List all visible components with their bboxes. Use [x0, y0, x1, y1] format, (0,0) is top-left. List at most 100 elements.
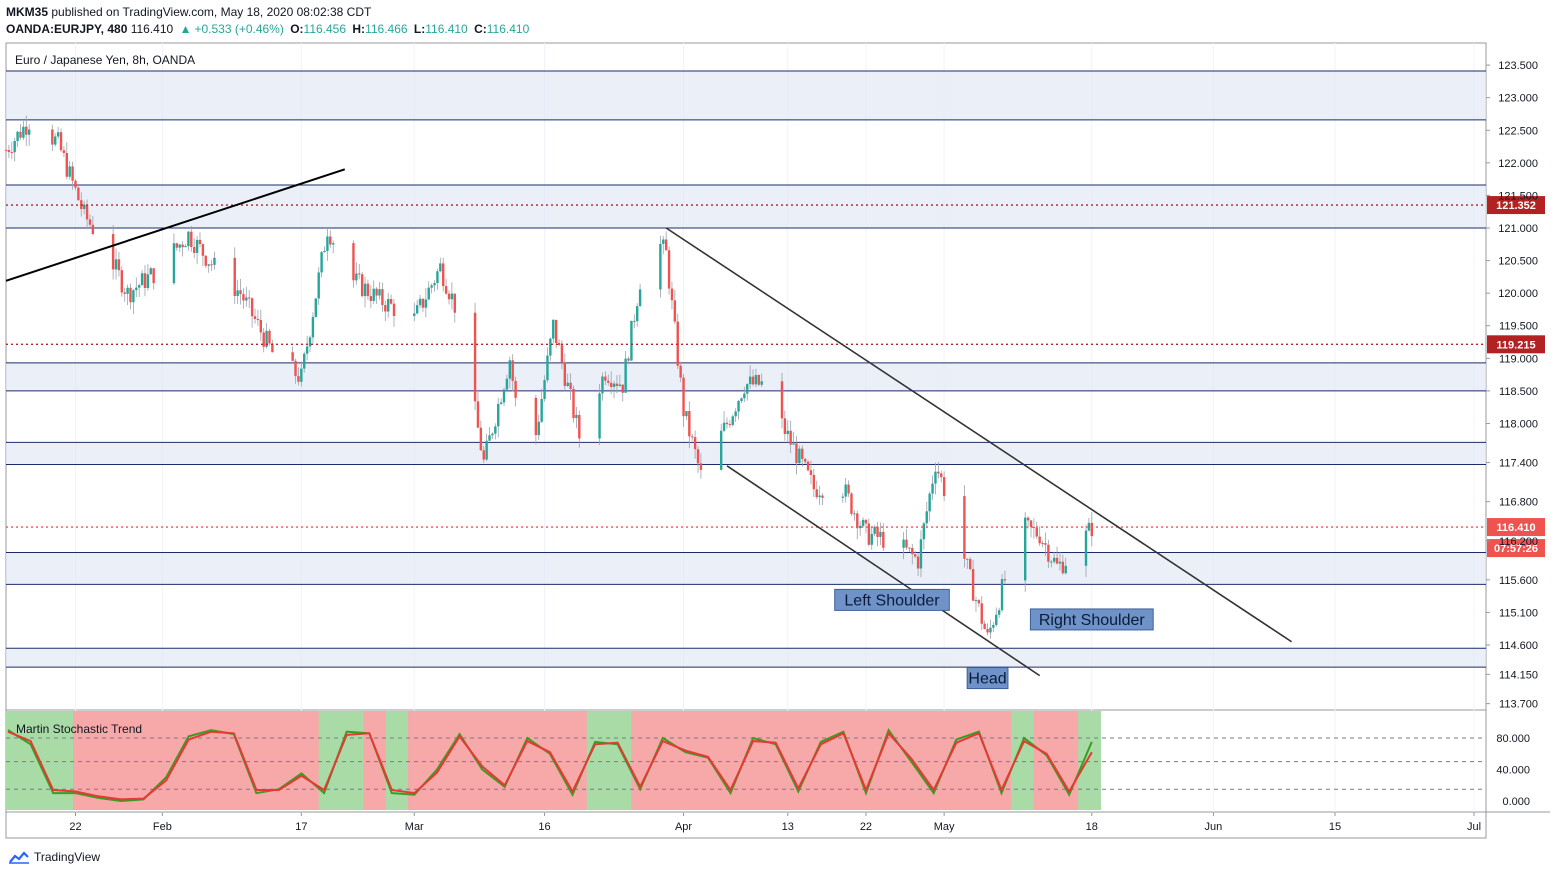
candle-body-44 — [187, 231, 190, 247]
candle-body-5 — [19, 131, 22, 138]
candle-body-66 — [268, 330, 271, 344]
candle-body-6 — [22, 126, 25, 138]
stoch-trend-bg-17 — [385, 711, 409, 810]
candle-body-174 — [719, 430, 723, 470]
close-label: C: — [474, 22, 487, 36]
price-tick-label: 119.000 — [1499, 353, 1538, 365]
candle-body-181 — [740, 398, 743, 402]
candle-body-259 — [1052, 557, 1056, 562]
candle-body-119 — [491, 433, 494, 436]
candle-body-242 — [986, 628, 989, 633]
candle-body-235 — [966, 558, 969, 560]
candle-body-46 — [193, 247, 196, 253]
candle-body-63 — [259, 320, 263, 333]
published-text: published on TradingView.com, May 18, 20… — [48, 5, 372, 19]
candle-body-200 — [812, 474, 816, 490]
candle-body-138 — [563, 362, 567, 386]
tradingview-cloud-icon — [9, 851, 29, 864]
candle-body-124 — [505, 378, 509, 390]
time-tick-label: 18 — [1086, 821, 1098, 833]
stoch-trend-bg-15 — [341, 711, 364, 810]
candle-body-136 — [557, 342, 561, 346]
candle-body-9 — [51, 129, 54, 145]
candle-body-222 — [911, 547, 914, 555]
candle-body-81 — [329, 236, 332, 245]
pattern-label-box-0 — [834, 588, 950, 611]
candle-body-228 — [928, 493, 931, 512]
candle-body-225 — [919, 539, 923, 569]
candle-body-203 — [821, 495, 824, 498]
candle-body-96 — [389, 299, 393, 304]
price-marker-bg-0 — [1487, 196, 1545, 215]
candle-body-26 — [117, 259, 121, 271]
candle-body-117 — [485, 440, 488, 460]
candle-body-145 — [601, 376, 604, 394]
candle-body-135 — [554, 319, 558, 343]
candle-body-189 — [780, 381, 784, 419]
candle-body-73 — [305, 346, 309, 354]
stoch-trend-bg-30 — [676, 711, 699, 810]
candle-body-30 — [129, 287, 132, 303]
stoch-trend-bg-44 — [988, 711, 1012, 810]
candle-body-38 — [152, 268, 155, 284]
candle-body-2 — [10, 152, 13, 154]
candle-body-196 — [801, 448, 804, 459]
candle-body-170 — [691, 436, 694, 438]
price-tick-label: 114.600 — [1499, 640, 1538, 652]
candle-body-239 — [977, 600, 981, 604]
candle-body-184 — [748, 376, 752, 385]
candle-body-265 — [1087, 522, 1091, 531]
candle-body-261 — [1058, 561, 1062, 564]
candle-body-123 — [502, 389, 506, 403]
candle-body-206 — [847, 484, 850, 494]
price-marker-label: 121.352 — [1496, 200, 1536, 212]
candle-body-21 — [85, 204, 89, 220]
candle-body-129 — [537, 421, 540, 436]
candle-body-39 — [172, 243, 176, 284]
candle-body-195 — [798, 448, 801, 464]
stoch-trend-bg-47 — [1055, 711, 1079, 810]
stoch-trend-bg-43 — [966, 711, 990, 810]
candle-body-106 — [436, 271, 439, 284]
candle-body-210 — [858, 525, 862, 529]
candle-body-212 — [864, 519, 868, 524]
candle-body-78 — [320, 252, 323, 273]
tradingview-logo[interactable]: TradingView — [8, 850, 100, 864]
price-tick-label: 116.800 — [1499, 497, 1538, 509]
candle-body-24 — [111, 234, 115, 270]
candle-body-101 — [421, 298, 425, 308]
stoch-trend-bg-38 — [854, 711, 878, 810]
pattern-label-box-1 — [966, 667, 1009, 690]
stoch-trend-bg-12 — [274, 711, 297, 810]
candle-body-62 — [256, 319, 260, 321]
sr-zone-0 — [6, 70, 1486, 120]
candle-body-109 — [444, 286, 448, 294]
candle-body-157 — [636, 306, 639, 322]
stoch-trend-bg-21 — [475, 711, 498, 810]
candle-body-137 — [560, 345, 564, 363]
candle-body-163 — [670, 288, 674, 301]
sr-zone-5 — [6, 648, 1486, 668]
candle-body-229 — [931, 483, 934, 494]
candle-body-176 — [725, 422, 729, 425]
candle-body-156 — [633, 320, 636, 322]
candle-body-51 — [207, 264, 210, 266]
stoch-trend-bg-10 — [229, 711, 253, 810]
candle-body-12 — [59, 132, 63, 151]
price-tick-label: 120.500 — [1498, 256, 1538, 268]
candle-body-245 — [995, 614, 998, 625]
candle-body-209 — [856, 513, 859, 529]
candle-body-49 — [201, 244, 205, 256]
pattern-label: Right Shoulder — [1039, 612, 1146, 629]
stoch-trend-bg-13 — [296, 711, 320, 810]
candle-body-4 — [16, 131, 19, 141]
price-tick-label: 120.000 — [1498, 288, 1538, 300]
candle-body-188 — [760, 381, 763, 385]
time-tick-label: 16 — [538, 821, 550, 833]
chart-title: Euro / Japanese Yen, 8h, OANDA — [15, 53, 196, 67]
stoch-trend-bg-33 — [743, 711, 766, 810]
candle-body-166 — [679, 365, 682, 378]
open-value: 116.456 — [303, 22, 347, 36]
candle-body-90 — [372, 288, 375, 301]
